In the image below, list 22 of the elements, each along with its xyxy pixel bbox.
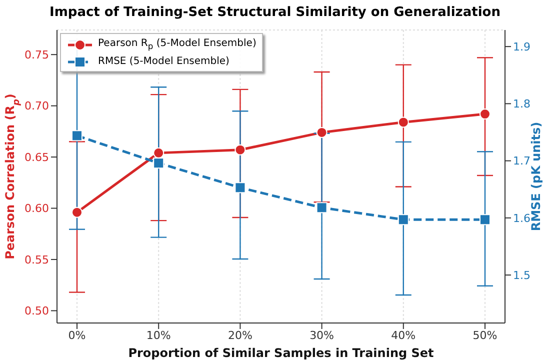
legend-label: RMSE (5-Model Ensemble) xyxy=(98,55,230,69)
y2-tick-label: 1.6 xyxy=(513,212,530,225)
x-tick-label: 50% xyxy=(472,328,498,342)
y-tick-label: 0.65 xyxy=(24,150,49,164)
x-tick-label: 40% xyxy=(391,328,416,342)
x-tick-label: 10% xyxy=(146,328,171,342)
y-tick-label: 0.70 xyxy=(24,100,49,113)
y2-tick-label: 1.7 xyxy=(513,154,530,168)
y-tick-label: 0.55 xyxy=(24,253,49,266)
x-tick-label: 30% xyxy=(310,328,334,342)
y2-axis-title: RMSE (pK units) xyxy=(529,122,543,232)
chart-title: Impact of Training-Set Structural Similarity on Generalization xyxy=(48,5,502,20)
legend-label: Pearson R$_{p}$ (5-Model Ensemble) xyxy=(98,37,256,53)
x-tick-label: 20% xyxy=(228,328,252,342)
y2-tick-label: 1.8 xyxy=(513,98,530,111)
y-tick-label: 0.50 xyxy=(24,304,49,318)
y-tick-label: 0.60 xyxy=(24,202,49,216)
x-tick-label: 0% xyxy=(68,328,86,342)
y-tick-label: 0.75 xyxy=(24,48,49,62)
x-axis-title: Proportion of Similar Samples in Training Set xyxy=(128,346,434,360)
y2-tick-label: 1.5 xyxy=(513,268,530,282)
y2-tick-label: 1.9 xyxy=(513,40,530,54)
